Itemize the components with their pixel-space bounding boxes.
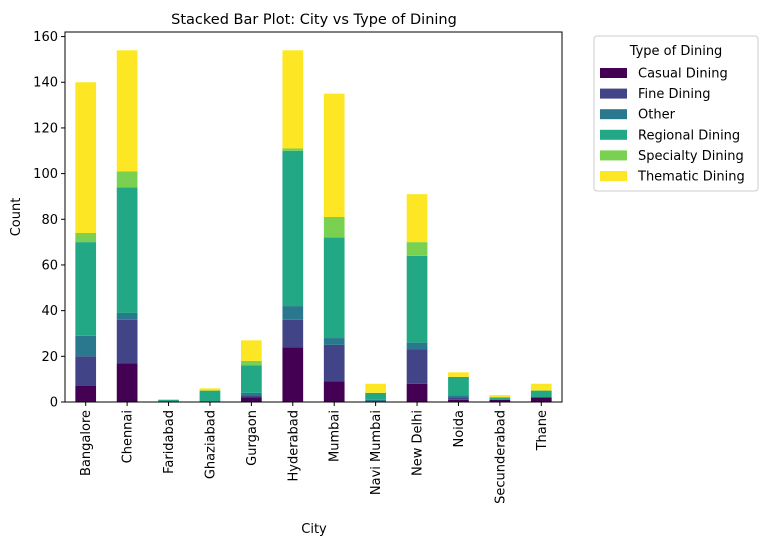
bar-hyderabad-thematic-dining: [282, 50, 304, 149]
bar-gurgaon-fine-dining: [241, 395, 262, 398]
bar-gurgaon-other: [241, 392, 262, 396]
y-axis-label: Count: [9, 198, 24, 237]
x-tick-label-ghaziabad: Ghaziabad: [203, 410, 218, 479]
y-axis: 0 20 40 60 80 100 120 140 160: [33, 30, 65, 411]
plot-area-frame: [64, 31, 563, 403]
bar-noida-thematic-dining: [448, 372, 469, 377]
legend-title: Type of Dining: [629, 44, 723, 59]
legend-swatch-regional-dining: [600, 129, 627, 140]
legend-label-casual-dining: Casual Dining: [638, 67, 728, 82]
bar-bangalore-casual-dining: [75, 386, 97, 402]
bar-new-delhi-regional-dining: [406, 255, 428, 343]
legend-swatch-other: [600, 109, 627, 120]
bar-chennai-other: [116, 312, 138, 320]
bar-ghaziabad-regional-dining: [199, 390, 221, 402]
x-tick-label-secunderabad: Secunderabad: [493, 410, 508, 504]
bar-chennai-specialty-dining: [116, 171, 138, 188]
legend-swatch-thematic-dining: [600, 171, 627, 181]
y-tick-label: 60: [41, 258, 58, 273]
x-tick-label-navi-mumbai: Navi Mumbai: [369, 410, 384, 495]
bar-thane-regional-dining: [530, 390, 552, 398]
x-tick-label-chennai: Chennai: [121, 410, 136, 463]
y-tick-label: 120: [33, 121, 58, 136]
y-tick-label: 100: [33, 167, 58, 182]
bar-bangalore-thematic-dining: [75, 82, 97, 233]
bar-navi-mumbai-regional-dining: [365, 392, 386, 400]
legend-label-specialty-dining: Specialty Dining: [638, 149, 744, 164]
bar-new-delhi-other: [406, 342, 428, 350]
bar-gurgaon-thematic-dining: [241, 340, 262, 361]
bar-navi-mumbai-other: [365, 399, 386, 402]
bar-bangalore-regional-dining: [75, 242, 97, 336]
bar-bangalore-specialty-dining: [75, 232, 97, 243]
bar-ghaziabad-thematic-dining: [199, 388, 221, 391]
legend-swatch-fine-dining: [600, 88, 627, 99]
x-tick-label-hyderabad: Hyderabad: [286, 410, 301, 482]
bar-chennai-fine-dining: [116, 319, 138, 364]
bar-noida-fine-dining: [448, 397, 469, 400]
bar-bangalore-fine-dining: [75, 356, 97, 387]
bar-thane-thematic-dining: [530, 383, 552, 391]
bar-chennai-casual-dining: [116, 363, 138, 402]
bar-faridabad-regional-dining: [158, 399, 179, 402]
legend-swatch-casual-dining: [600, 68, 627, 78]
x-axis-label: City: [301, 522, 327, 537]
legend-swatch-specialty-dining: [600, 150, 627, 161]
bar-new-delhi-fine-dining: [406, 349, 428, 384]
x-tick-label-noida: Noida: [452, 410, 467, 448]
bar-hyderabad-specialty-dining: [282, 148, 304, 151]
bar-thane-casual-dining: [530, 397, 552, 402]
x-tick-label-mumbai: Mumbai: [328, 410, 343, 462]
x-tick-label-gurgaon: Gurgaon: [245, 410, 260, 466]
bar-noida-casual-dining: [448, 399, 469, 402]
bar-hyderabad-other: [282, 306, 304, 320]
legend-items: Casual Dining Fine Dining Other Regional Di…: [600, 67, 745, 185]
bar-hyderabad-casual-dining: [282, 347, 304, 402]
bar-new-delhi-specialty-dining: [406, 242, 428, 256]
bar-mumbai-thematic-dining: [323, 93, 345, 217]
bar-gurgaon-regional-dining: [241, 365, 262, 393]
legend-label-fine-dining: Fine Dining: [638, 87, 710, 102]
bar-new-delhi-casual-dining: [406, 383, 428, 402]
bar-noida-regional-dining: [448, 376, 469, 396]
bar-chennai-regional-dining: [116, 187, 138, 313]
legend-label-other: Other: [638, 108, 676, 123]
y-tick-label: 40: [41, 304, 58, 319]
bar-noida-other: [448, 395, 469, 398]
bar-hyderabad-fine-dining: [282, 319, 304, 348]
bar-navi-mumbai-thematic-dining: [365, 383, 386, 393]
bar-secunderabad-thematic-dining: [489, 395, 511, 398]
bar-gurgaon-specialty-dining: [241, 360, 262, 366]
legend-frame: [593, 35, 759, 192]
bar-secunderabad-casual-dining: [489, 399, 511, 402]
y-tick-label: 160: [33, 30, 58, 45]
bar-chennai-thematic-dining: [116, 50, 138, 172]
x-tick-label-thane: Thane: [535, 410, 550, 451]
y-tick-label: 80: [41, 213, 58, 228]
bar-mumbai-casual-dining: [323, 381, 345, 402]
legend-label-thematic-dining: Thematic Dining: [637, 170, 745, 185]
bar-mumbai-other: [323, 338, 345, 345]
bar-secunderabad-regional-dining: [489, 397, 511, 400]
bar-mumbai-specialty-dining: [323, 217, 345, 238]
bar-mumbai-fine-dining: [323, 344, 345, 382]
legend-label-regional-dining: Regional Dining: [638, 128, 740, 143]
bar-gurgaon-casual-dining: [241, 397, 262, 402]
x-tick-label-faridabad: Faridabad: [162, 410, 177, 474]
bar-hyderabad-regional-dining: [282, 150, 304, 307]
x-axis: Bangalore Chennai Faridabad Ghaziabad Gurgao…: [79, 402, 550, 504]
bar-mumbai-regional-dining: [323, 237, 345, 339]
bars-layer: [75, 50, 552, 402]
bar-bangalore-other: [75, 335, 97, 357]
chart-title: Stacked Bar Plot: City vs Type of Dining: [171, 12, 457, 28]
x-tick-label-new-delhi: New Delhi: [411, 410, 426, 476]
legend: Type of Dining Casual Dining Fine Dining O…: [593, 35, 759, 192]
bar-new-delhi-thematic-dining: [406, 194, 428, 243]
y-tick-label: 0: [50, 396, 58, 411]
x-tick-label-bangalore: Bangalore: [79, 410, 94, 476]
y-tick-label: 20: [41, 350, 58, 365]
y-tick-label: 140: [33, 76, 58, 91]
